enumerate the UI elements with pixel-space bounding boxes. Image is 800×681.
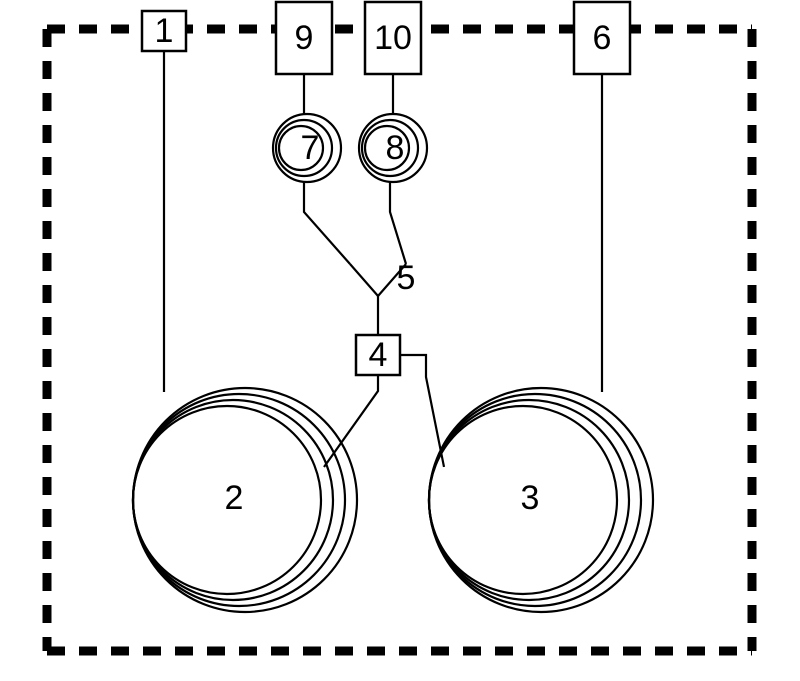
box-label-6: 6 [593, 19, 612, 57]
label-3: 3 [521, 479, 540, 517]
fiber-coil-2 [133, 388, 357, 612]
label-5: 5 [397, 259, 416, 297]
box-label-10: 10 [374, 19, 412, 57]
box-6: 6 [574, 2, 630, 74]
fiber-coil-3 [429, 388, 653, 612]
diagram-canvas: 1 9 10 6 4 5 7 8 2 3 [0, 0, 800, 681]
box-label-9: 9 [295, 19, 314, 57]
box-9: 9 [276, 2, 332, 74]
box-label-4: 4 [369, 336, 388, 374]
label-8: 8 [386, 129, 405, 167]
label-7: 7 [301, 129, 320, 167]
wires [164, 51, 602, 467]
box-1: 1 [142, 11, 186, 51]
box-10: 10 [365, 2, 421, 74]
box-4: 4 [356, 335, 400, 375]
label-2: 2 [225, 479, 244, 517]
box-label-1: 1 [155, 12, 174, 50]
